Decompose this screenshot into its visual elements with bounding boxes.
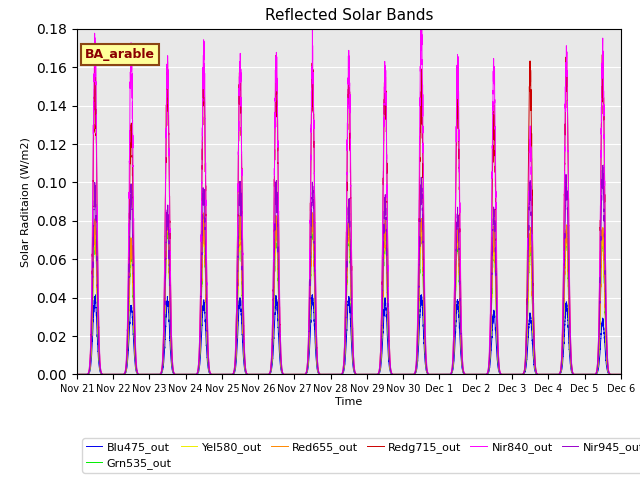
Y-axis label: Solar Raditaion (W/m2): Solar Raditaion (W/m2) [20, 137, 31, 266]
Redg715_out [579, 372, 587, 377]
Redg715_out [93, 212, 101, 217]
Grn535_out [333, 372, 341, 377]
Nir945_out [509, 372, 516, 377]
Yel580_out [579, 372, 587, 377]
Legend: Blu475_out, Grn535_out, Yel580_out, Red655_out, Redg715_out, Nir840_out, Nir945_: Blu475_out, Grn535_out, Yel580_out, Red6… [83, 439, 640, 472]
Nir945_out [599, 163, 607, 168]
Grn535_out [579, 372, 587, 377]
Blu475_out [223, 372, 231, 377]
Nir945_out [223, 372, 231, 377]
Nir840_out [579, 372, 587, 377]
Yel580_out [236, 213, 243, 219]
Blu475_out [579, 372, 587, 377]
Red655_out [93, 287, 101, 292]
Nir840_out [251, 372, 259, 377]
Blu475_out [333, 372, 341, 377]
Grn535_out [223, 372, 231, 377]
Yel580_out [252, 372, 259, 377]
Yel580_out [333, 372, 341, 377]
Grn535_out [308, 212, 316, 218]
Nir840_out [417, 3, 425, 9]
Nir840_out [93, 191, 101, 196]
Line: Red655_out: Red655_out [77, 213, 640, 374]
Nir945_out [333, 372, 341, 377]
Red655_out [223, 372, 231, 377]
Line: Blu475_out: Blu475_out [77, 295, 640, 374]
Grn535_out [251, 372, 259, 377]
Grn535_out [509, 372, 516, 377]
Redg715_out [509, 372, 516, 377]
X-axis label: Time: Time [335, 397, 362, 407]
Grn535_out [93, 295, 101, 300]
Text: BA_arable: BA_arable [85, 48, 155, 61]
Grn535_out [73, 372, 81, 377]
Red655_out [252, 372, 259, 377]
Blu475_out [73, 372, 81, 377]
Nir840_out [333, 372, 341, 377]
Nir840_out [73, 372, 81, 377]
Red655_out [579, 372, 587, 377]
Red655_out [333, 372, 341, 377]
Nir945_out [73, 372, 81, 377]
Line: Grn535_out: Grn535_out [77, 215, 640, 374]
Nir840_out [509, 372, 516, 377]
Yel580_out [223, 372, 231, 377]
Red655_out [509, 372, 516, 377]
Yel580_out [509, 372, 516, 377]
Yel580_out [73, 372, 81, 377]
Line: Nir840_out: Nir840_out [77, 6, 640, 374]
Nir945_out [579, 372, 587, 377]
Red655_out [163, 210, 171, 216]
Blu475_out [509, 372, 516, 377]
Line: Redg715_out: Redg715_out [77, 55, 640, 374]
Nir840_out [223, 372, 231, 377]
Blu475_out [251, 372, 259, 377]
Redg715_out [223, 372, 231, 377]
Redg715_out [598, 52, 606, 58]
Title: Reflected Solar Bands: Reflected Solar Bands [264, 9, 433, 24]
Nir945_out [251, 372, 259, 377]
Line: Nir945_out: Nir945_out [77, 166, 640, 374]
Redg715_out [251, 372, 259, 377]
Blu475_out [93, 331, 101, 336]
Line: Yel580_out: Yel580_out [77, 216, 640, 374]
Redg715_out [333, 372, 341, 377]
Nir945_out [93, 269, 101, 275]
Blu475_out [417, 292, 425, 298]
Yel580_out [93, 288, 101, 294]
Redg715_out [73, 372, 81, 377]
Red655_out [73, 372, 81, 377]
